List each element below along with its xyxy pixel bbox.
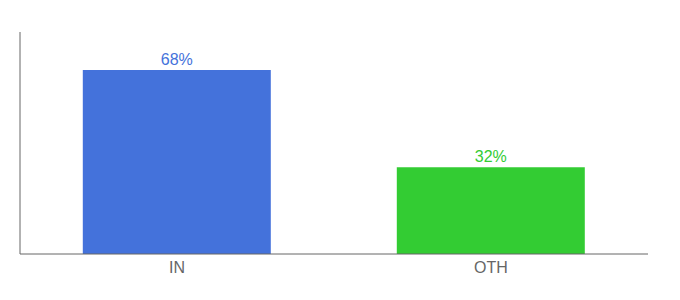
svg-text:32%: 32%	[475, 148, 507, 165]
svg-text:IN: IN	[169, 259, 185, 276]
svg-text:68%: 68%	[161, 51, 193, 68]
svg-text:OTH: OTH	[474, 259, 508, 276]
